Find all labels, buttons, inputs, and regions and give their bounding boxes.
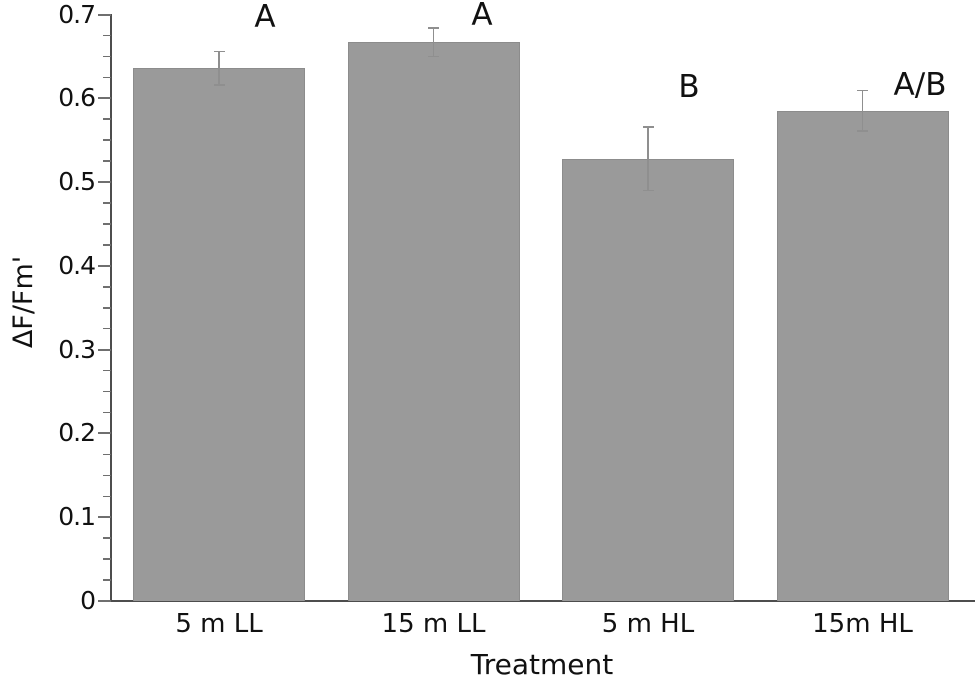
error-bar-bottom-cap: [857, 130, 868, 132]
significance-letter: A: [471, 0, 493, 33]
error-bar-bottom-cap: [642, 189, 654, 192]
y-tick-label: 0.6: [58, 83, 96, 113]
y-minor-tick: [103, 453, 111, 456]
error-bar-line: [861, 90, 864, 131]
error-bar-line: [432, 27, 435, 57]
y-tick-label: 0.5: [58, 167, 96, 197]
x-tick-label: 15m HL: [812, 609, 913, 639]
y-minor-tick: [103, 390, 111, 393]
y-minor-tick: [103, 495, 111, 498]
y-major-tick: [98, 13, 111, 16]
bar: [347, 42, 520, 601]
significance-letter: B: [678, 69, 700, 105]
y-minor-tick: [103, 411, 111, 414]
error-bar-bottom-cap: [428, 55, 439, 58]
y-minor-tick: [103, 558, 111, 560]
y-minor-tick: [103, 34, 111, 37]
error-bar-line: [647, 126, 649, 191]
y-major-tick: [98, 600, 111, 602]
y-minor-tick: [103, 160, 111, 162]
y-minor-tick: [103, 55, 111, 58]
x-tick-label: 5 m LL: [175, 609, 263, 639]
bar: [133, 68, 305, 601]
y-minor-tick: [103, 202, 111, 204]
y-tick-label: 0.2: [58, 418, 96, 448]
bar: [776, 110, 949, 601]
significance-letter: A/B: [893, 67, 947, 103]
y-minor-tick: [103, 327, 111, 330]
y-minor-tick: [103, 369, 111, 372]
error-bar-top-cap: [213, 50, 225, 53]
x-tick-label: 5 m HL: [601, 609, 695, 639]
y-major-tick: [98, 516, 111, 519]
y-minor-tick: [103, 537, 111, 539]
y-minor-tick: [103, 307, 111, 309]
x-axis-title: Treatment: [470, 648, 614, 680]
y-minor-tick: [103, 286, 111, 288]
x-axis-line: [109, 600, 975, 602]
y-tick-label: 0.1: [58, 502, 96, 532]
error-bar-bottom-cap: [213, 84, 225, 86]
y-major-tick: [98, 432, 111, 435]
y-major-tick: [98, 97, 111, 100]
error-bar-line: [218, 51, 220, 85]
y-minor-tick: [103, 139, 111, 141]
y-tick-label: 0: [80, 586, 96, 615]
y-tick-label: 0.3: [58, 334, 96, 364]
y-tick-label: 0.4: [58, 250, 96, 280]
y-minor-tick: [103, 579, 111, 581]
y-minor-tick: [103, 223, 111, 225]
y-major-tick: [98, 181, 111, 184]
y-major-tick: [98, 264, 111, 267]
y-minor-tick: [103, 76, 111, 79]
significance-letter: A: [254, 0, 276, 35]
error-bar-top-cap: [642, 126, 654, 128]
y-minor-tick: [103, 474, 111, 477]
y-minor-tick: [103, 118, 111, 120]
y-tick-label: 0.7: [58, 0, 96, 29]
y-major-tick: [98, 348, 111, 351]
error-bar-top-cap: [857, 89, 868, 92]
error-bar-top-cap: [428, 27, 439, 29]
x-tick-label: 15 m LL: [381, 609, 486, 639]
bar: [562, 158, 734, 601]
y-minor-tick: [103, 244, 111, 246]
